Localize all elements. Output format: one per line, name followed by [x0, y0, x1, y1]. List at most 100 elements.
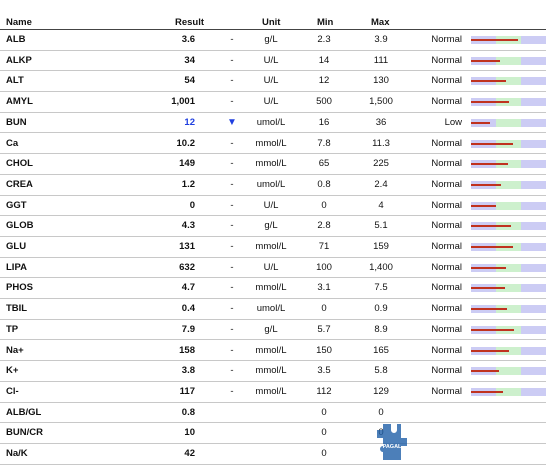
- flag-marker: -: [230, 220, 234, 232]
- row-divider: [0, 91, 546, 93]
- range-gauge: [471, 325, 546, 334]
- status-label: Normal: [431, 34, 462, 45]
- reference-min: 150: [316, 344, 332, 356]
- range-gauge: [471, 180, 546, 189]
- flag-marker: -: [230, 261, 234, 273]
- flag-marker: -: [230, 199, 234, 211]
- range-gauge: [471, 367, 546, 376]
- puzzle-logo-icon: PAGAL: [377, 424, 407, 460]
- range-gauge: [471, 56, 546, 65]
- reference-min: 0: [321, 199, 327, 211]
- row-divider: [0, 173, 546, 175]
- range-gauge: [471, 387, 546, 396]
- table-row: ALB/GL 0.8 0 0: [0, 403, 550, 424]
- test-name: CHOL: [6, 158, 33, 170]
- row-divider: [0, 339, 546, 341]
- flag-marker: -: [230, 54, 234, 66]
- row-divider: [0, 256, 546, 258]
- reference-max: 11.3: [372, 137, 390, 149]
- table-row: Na/K 42 0: [0, 444, 550, 465]
- gauge-normal-zone: [496, 367, 521, 376]
- test-result: 7.9: [181, 323, 195, 335]
- range-gauge: [471, 201, 546, 210]
- gauge-normal-zone: [496, 201, 521, 210]
- status-label: Normal: [431, 137, 462, 149]
- status-label: Normal: [431, 158, 462, 170]
- flag-marker: -: [230, 34, 234, 45]
- range-gauge: [471, 284, 546, 293]
- status-label: Normal: [431, 344, 462, 356]
- reference-max: 36: [375, 116, 387, 128]
- gauge-high-zone: [521, 367, 546, 376]
- header-min: Min: [317, 17, 334, 28]
- gauge-high-zone: [521, 305, 546, 314]
- gauge-high-zone: [521, 139, 546, 148]
- status-label: Normal: [431, 54, 462, 66]
- reference-min: 112: [316, 385, 332, 397]
- gauge-result-bar: [471, 349, 509, 352]
- table-row: ALT 54 - U/L 12 130 Normal: [0, 71, 550, 93]
- range-gauge: [471, 263, 546, 272]
- test-unit: umol/L: [256, 178, 286, 190]
- gauge-normal-zone: [496, 346, 521, 355]
- test-unit: U/L: [263, 261, 279, 273]
- test-name: Na/K: [6, 448, 28, 459]
- test-result: 1,001: [171, 96, 195, 108]
- test-unit: umol/L: [256, 303, 286, 315]
- reference-min: 0.8: [317, 178, 331, 190]
- status-label: Normal: [431, 261, 462, 273]
- gauge-high-zone: [521, 284, 546, 293]
- status-label: Normal: [431, 75, 462, 87]
- reference-min: 0: [321, 406, 327, 418]
- reference-min: 500: [316, 96, 332, 108]
- test-unit: mmol/L: [255, 344, 287, 356]
- header-unit: Unit: [262, 17, 281, 28]
- row-divider: [0, 235, 546, 237]
- range-gauge: [471, 305, 546, 314]
- test-unit: mmol/L: [255, 282, 287, 294]
- gauge-result-bar: [471, 163, 508, 166]
- gauge-high-zone: [521, 346, 546, 355]
- test-result: 0: [189, 199, 195, 211]
- low-arrow-icon: ▼: [227, 116, 237, 128]
- test-name: LIPA: [6, 261, 27, 273]
- reference-min: 14: [318, 54, 330, 66]
- table-row: Cl- 117 - mmol/L 112 129 Normal: [0, 382, 550, 403]
- range-gauge: [471, 243, 546, 251]
- header-result: Result: [175, 17, 205, 28]
- row-divider: [0, 463, 546, 465]
- row-divider: [0, 318, 546, 320]
- test-name: TBIL: [6, 303, 28, 315]
- test-name: K+: [6, 365, 19, 377]
- watermark-text: PAGAL: [383, 444, 402, 450]
- test-name: Cl-: [6, 385, 19, 397]
- gauge-high-zone: [521, 56, 546, 65]
- flag-marker: -: [230, 96, 234, 108]
- header-divider: [0, 29, 546, 30]
- test-unit: umol/L: [256, 116, 286, 128]
- table-row: AMYL 1,001 - U/L 500 1,500 Normal: [0, 92, 550, 113]
- test-name: GLOB: [6, 220, 34, 232]
- table-row: TP 7.9 - g/L 5.7 8.9 Normal: [0, 320, 550, 341]
- flag-marker: -: [230, 158, 234, 170]
- reference-max: 2.4: [374, 178, 388, 190]
- range-gauge: [471, 160, 546, 169]
- test-name: GGT: [6, 199, 27, 211]
- test-result: 0.8: [181, 406, 195, 418]
- flag-marker: -: [230, 137, 234, 149]
- test-result: 149: [179, 158, 195, 170]
- gauge-result-bar: [471, 80, 506, 83]
- status-label: Normal: [431, 220, 462, 232]
- flag-marker: -: [230, 323, 234, 335]
- test-unit: g/L: [264, 34, 278, 45]
- row-divider: [0, 215, 546, 217]
- row-divider: [0, 132, 546, 134]
- header-name: Name: [6, 17, 32, 28]
- reference-max: 1,400: [369, 261, 393, 273]
- test-result: 0.4: [181, 303, 195, 315]
- reference-max: 159: [373, 241, 389, 252]
- gauge-result-bar: [471, 390, 504, 393]
- reference-min: 71: [318, 241, 330, 252]
- reference-min: 7.8: [317, 137, 331, 149]
- gauge-result-bar: [471, 308, 507, 311]
